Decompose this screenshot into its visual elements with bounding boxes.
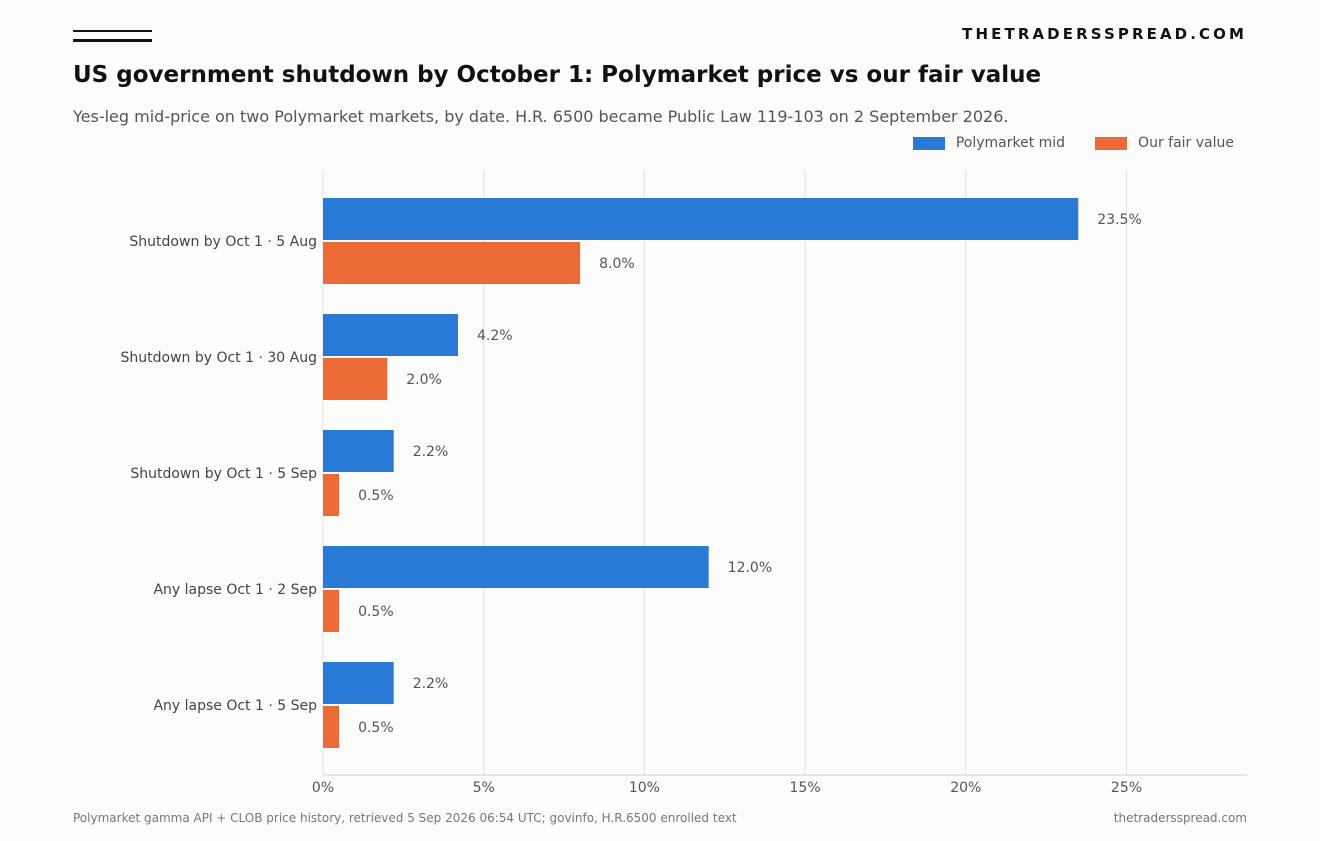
bar-polymarket-mid: [323, 546, 709, 588]
chart-title: US government shutdown by October 1: Pol…: [73, 62, 1042, 88]
bar-polymarket-mid: [323, 662, 394, 704]
bar-polymarket-mid: [323, 198, 1079, 240]
legend-label-polymarket-mid: Polymarket mid: [955, 135, 1066, 151]
header-rule-bottom: [73, 39, 152, 42]
legend: Polymarket mid Our fair value: [883, 135, 1234, 151]
data-label: 12.0%: [728, 560, 772, 576]
legend-label-our-fair-value: Our fair value: [1138, 135, 1234, 151]
legend-swatch-our-fair-value: [1095, 136, 1128, 150]
header-rule-top: [73, 30, 152, 32]
data-label: 2.2%: [413, 444, 449, 460]
legend-item-our-fair-value: Our fair value: [1095, 135, 1234, 151]
bar-our-fair-value: [323, 242, 581, 284]
x-tick-label: 20%: [950, 780, 981, 796]
category-label: Shutdown by Oct 1 · 5 Aug: [129, 234, 317, 250]
data-label: 0.5%: [358, 604, 394, 620]
category-label: Any lapse Oct 1 · 2 Sep: [153, 582, 317, 598]
footer-site: thetradersspread.com: [1113, 811, 1247, 825]
data-label: 4.2%: [477, 328, 513, 344]
data-label: 0.5%: [358, 488, 394, 504]
bar-our-fair-value: [323, 474, 340, 516]
x-tick-label: 15%: [790, 780, 821, 796]
data-label: 2.2%: [413, 676, 449, 692]
brand-name: THETRADERSSPREAD.COM: [962, 25, 1247, 43]
x-tick-label: 0%: [312, 780, 334, 796]
category-label: Shutdown by Oct 1 · 5 Sep: [130, 466, 317, 482]
category-label: Shutdown by Oct 1 · 30 Aug: [121, 350, 318, 366]
bar-our-fair-value: [323, 590, 340, 632]
data-label: 2.0%: [406, 372, 442, 388]
x-tick-label: 10%: [629, 780, 660, 796]
bar-polymarket-mid: [323, 314, 458, 356]
source-note: Polymarket gamma API + CLOB price histor…: [73, 811, 737, 825]
data-label: 8.0%: [599, 256, 635, 272]
legend-item-polymarket-mid: Polymarket mid: [912, 135, 1066, 151]
x-tick-label: 25%: [1111, 780, 1142, 796]
x-tick-label: 5%: [473, 780, 495, 796]
data-label: 0.5%: [358, 720, 394, 736]
bar-polymarket-mid: [323, 430, 394, 472]
data-label: 23.5%: [1097, 212, 1141, 228]
legend-swatch-polymarket-mid: [912, 136, 945, 150]
bar-our-fair-value: [323, 706, 340, 748]
chart-subtitle: Yes-leg mid-price on two Polymarket mark…: [73, 107, 1009, 126]
category-label: Any lapse Oct 1 · 5 Sep: [153, 698, 317, 714]
bar-our-fair-value: [323, 358, 388, 400]
